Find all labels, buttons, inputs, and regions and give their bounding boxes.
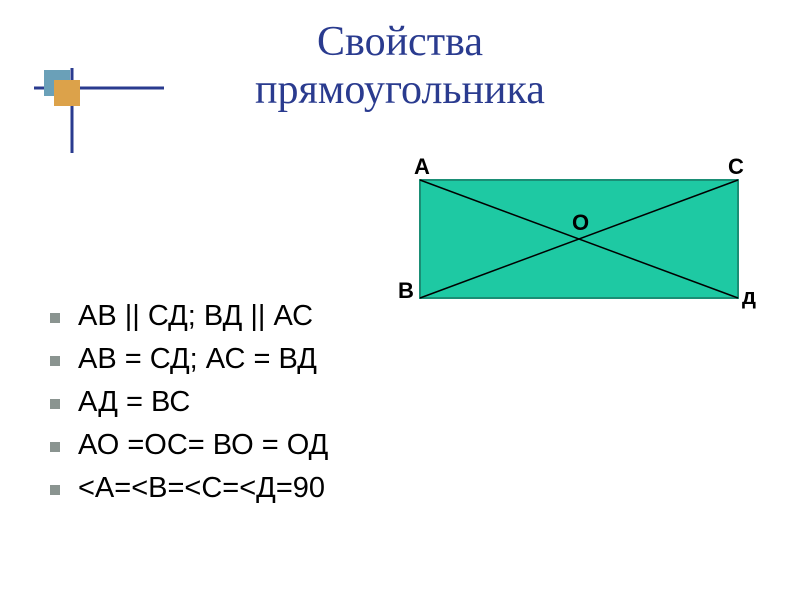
property-item-2: АВ = СД; АС = ВД xyxy=(50,343,328,376)
corner-decoration-svg xyxy=(34,68,164,158)
center-label-o: О xyxy=(572,210,589,236)
corner-decoration xyxy=(34,68,154,148)
title-line-2: прямоугольника xyxy=(255,67,545,113)
property-item-5: <А=<В=<С=<Д=90 xyxy=(50,472,328,505)
properties-list: АВ || СД; ВД || АС АВ = СД; АС = ВД АД =… xyxy=(50,300,328,515)
property-item-3: АД = ВС xyxy=(50,386,328,419)
vertex-label-a: А xyxy=(414,154,430,180)
rectangle-svg xyxy=(410,158,750,318)
vertex-label-b: В xyxy=(398,278,414,304)
property-item-4: АО =ОС= ВО = ОД xyxy=(50,429,328,462)
vertex-label-d: д xyxy=(742,284,756,310)
deco-square-front xyxy=(54,80,80,106)
property-item-1: АВ || СД; ВД || АС xyxy=(50,300,328,333)
property-5-text: <А=<В=<С=<Д=90 xyxy=(78,472,325,504)
vertex-label-c: С xyxy=(728,154,744,180)
rectangle-diagram: А С В д О xyxy=(410,158,750,318)
title-line-1: Свойства xyxy=(317,19,483,65)
